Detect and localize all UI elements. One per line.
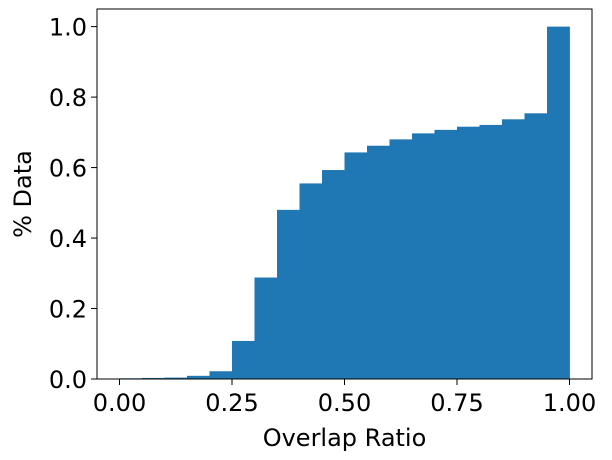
y-tick-label: 0.2 (49, 296, 87, 324)
histogram-bar-17 (502, 119, 525, 380)
y-axis-label: % Data (9, 150, 37, 238)
histogram-bar-5 (232, 340, 255, 379)
histogram-bar-16 (479, 124, 503, 379)
histogram-bar-4 (209, 371, 233, 379)
histogram-bar-19 (547, 26, 570, 379)
histogram-bar-3 (187, 375, 210, 379)
x-tick-label: 0.75 (430, 389, 483, 417)
plot-frame (96, 8, 593, 380)
histogram-bar-15 (457, 126, 480, 379)
y-tick-label: 1.0 (49, 14, 87, 42)
histogram-bar-1 (142, 377, 165, 379)
x-tick-label: 0.50 (318, 389, 371, 417)
y-tick-label: 0.6 (49, 155, 87, 183)
y-tick-label: 0.0 (49, 366, 87, 394)
bars-group (119, 26, 570, 380)
histogram-bar-18 (524, 113, 548, 380)
histogram-bar-11 (367, 145, 390, 379)
y-tick-label: 0.4 (49, 225, 87, 253)
histogram-bar-2 (164, 377, 188, 379)
x-tick-label: 0.25 (205, 389, 258, 417)
histogram-bar-12 (389, 139, 413, 379)
histogram-bar-13 (412, 133, 435, 379)
y-axis-ticks: 0.0 0.2 0.4 0.6 0.8 1.0 (49, 14, 97, 394)
x-tick-label: 1.00 (543, 389, 596, 417)
y-tick-label: 0.8 (49, 84, 87, 112)
histogram-bar-14 (434, 129, 458, 379)
histogram-bar-7 (277, 209, 300, 379)
histogram-bar-9 (322, 170, 345, 379)
histogram-bar-10 (344, 152, 368, 379)
histogram-bar-6 (254, 277, 278, 379)
x-axis-ticks: 0.00 0.25 0.50 0.75 1.00 (93, 379, 596, 417)
histogram-bar-8 (299, 183, 323, 379)
x-tick-label: 0.00 (93, 389, 146, 417)
x-axis-label: Overlap Ratio (263, 424, 427, 452)
